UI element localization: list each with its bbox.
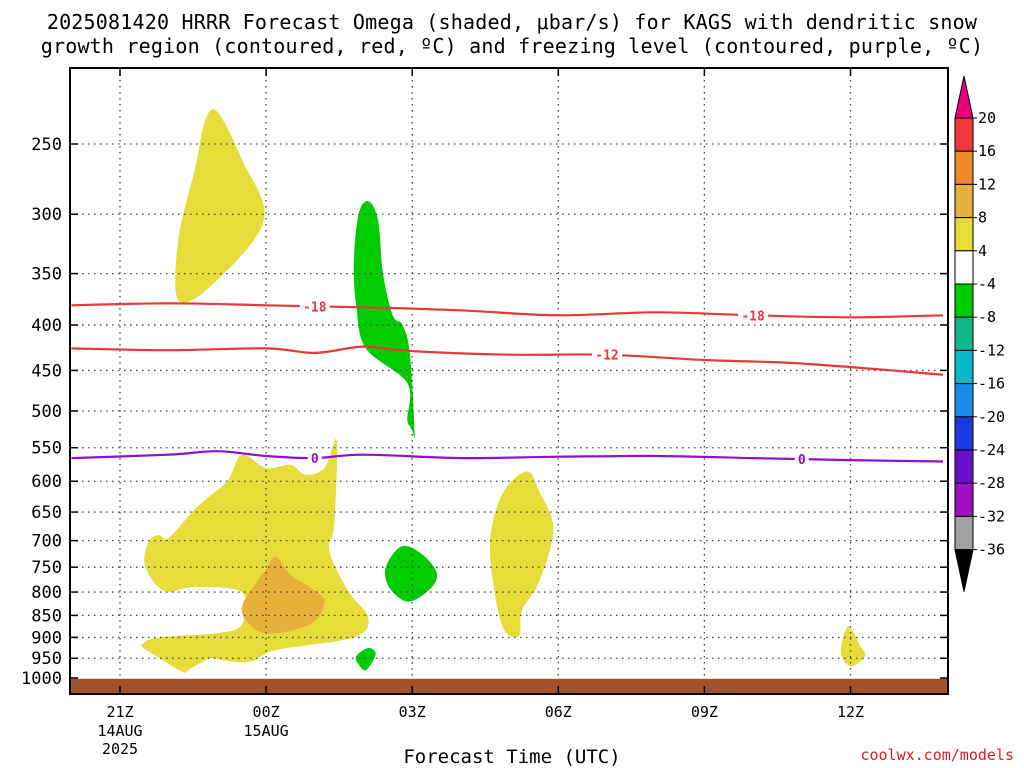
y-tick-label: 650 xyxy=(31,503,62,523)
colorbar-swatch xyxy=(954,250,974,285)
omega-region-green-blob-mid xyxy=(385,545,438,602)
contour-label-bg xyxy=(794,452,809,467)
colorbar-label: -16 xyxy=(978,375,1005,393)
y-tick-label: 900 xyxy=(31,628,62,648)
colorbar-label: -4 xyxy=(978,275,996,293)
omega-region-green-blob-low xyxy=(355,647,376,671)
surface-ground-band xyxy=(70,678,948,694)
x-tick-label: 03Z xyxy=(399,703,426,721)
x-tick-label: 12Z xyxy=(837,703,864,721)
plot-border xyxy=(69,67,949,695)
colorbar-swatch xyxy=(954,117,974,152)
y-tick-label: 300 xyxy=(31,205,62,225)
colorbar-label: -28 xyxy=(978,474,1005,492)
colorbar-label: 16 xyxy=(978,142,996,160)
x-tick-sublabel-year: 2025 xyxy=(102,740,138,758)
y-tick-label: 750 xyxy=(31,558,62,578)
colorbar-label: 12 xyxy=(978,175,996,193)
contour-label: 0 xyxy=(798,453,806,468)
x-tick-sublabel-date: 15AUG xyxy=(244,722,289,740)
colorbar-swatch xyxy=(954,183,974,219)
omega-colorbar: 20 16 12 8 4 -4 -8 -12 -16 -20 -24 -28 -32 -36 xyxy=(954,75,1005,592)
colorbar-swatch xyxy=(954,150,974,185)
x-axis-label: Forecast Time (UTC) xyxy=(403,746,621,768)
x-tick-label: 09Z xyxy=(691,703,718,721)
chart-title-line-1: 2025081420 HRRR Forecast Omega (shaded, … xyxy=(46,10,978,34)
plot-gridlines xyxy=(70,68,948,679)
x-tick-sublabel-date: 14AUG xyxy=(97,722,142,740)
colorbar-label: -12 xyxy=(978,341,1005,359)
colorbar-bottom-arrow xyxy=(954,549,974,592)
colorbar-swatch xyxy=(954,283,974,318)
y-tick-label: 500 xyxy=(31,402,62,422)
y-tick-label: 550 xyxy=(31,439,62,459)
contour-label-bg xyxy=(592,347,622,362)
surface-band xyxy=(70,678,948,694)
colorbar-label: 20 xyxy=(978,109,996,127)
colorbar-label: -36 xyxy=(978,541,1005,559)
colorbar-swatch xyxy=(954,217,974,252)
colorbar-label: -24 xyxy=(978,441,1005,459)
y-tick-label: 400 xyxy=(31,316,62,336)
colorbar-label: 8 xyxy=(978,209,987,227)
omega-region-upper-green xyxy=(353,201,415,439)
colorbar-top-arrow xyxy=(954,75,974,119)
contour-label-bg xyxy=(738,308,769,323)
y-tick-label: 800 xyxy=(31,583,62,603)
colorbar-label: -8 xyxy=(978,308,996,326)
y-tick-label: 700 xyxy=(31,532,62,552)
chart-title-line-2: growth region (contoured, red, ºC) and f… xyxy=(40,34,984,58)
contour-line-1 xyxy=(71,345,944,376)
colorbar-swatch xyxy=(954,383,974,418)
contour-label: -12 xyxy=(595,349,618,364)
contour-label: -18 xyxy=(741,309,765,324)
y-tick-label: 850 xyxy=(31,606,62,626)
colorbar-label: 4 xyxy=(978,242,987,260)
contour-line-0 xyxy=(71,302,944,319)
colorbar-swatch xyxy=(954,316,974,351)
pressure-axis-ticks: 2503003504004505005506006507007508008509… xyxy=(21,135,948,689)
contour-label-bg xyxy=(299,299,330,314)
x-tick-label: 00Z xyxy=(253,703,280,721)
omega-region-yellow-05z xyxy=(489,471,554,638)
contour-line-2 xyxy=(71,450,944,463)
colorbar-label: -20 xyxy=(978,408,1005,426)
colorbar-swatch xyxy=(954,449,974,484)
omega-region-upper-yellow xyxy=(175,109,265,303)
y-tick-label: 450 xyxy=(31,361,62,381)
omega-region-lower-left-yellow-tail xyxy=(141,643,245,673)
contour-label: -18 xyxy=(303,300,327,315)
contour-label: 0 xyxy=(311,452,319,467)
colorbar-swatch xyxy=(954,349,974,385)
colorbar-swatch xyxy=(954,416,974,451)
omega-region-orange-core xyxy=(241,556,325,634)
x-tick-label: 21Z xyxy=(106,703,133,721)
credit-text: coolwx.com/models xyxy=(860,746,1014,764)
y-tick-label: 350 xyxy=(31,265,62,285)
x-tick-label: 06Z xyxy=(545,703,572,721)
temperature-contours: -18 -18 -12 0 0 xyxy=(71,299,944,468)
colorbar-swatch xyxy=(954,482,974,517)
plot-frame xyxy=(69,67,949,695)
contour-label-bg xyxy=(307,451,322,466)
colorbar-label: -32 xyxy=(978,507,1005,525)
colorbar-swatch xyxy=(954,515,974,551)
y-tick-label: 1000 xyxy=(21,669,62,689)
omega-shaded-regions xyxy=(141,109,866,673)
omega-region-yellow-12z xyxy=(840,626,866,667)
y-tick-label: 250 xyxy=(31,135,62,155)
y-tick-label: 950 xyxy=(31,649,62,669)
y-tick-label: 600 xyxy=(31,472,62,492)
